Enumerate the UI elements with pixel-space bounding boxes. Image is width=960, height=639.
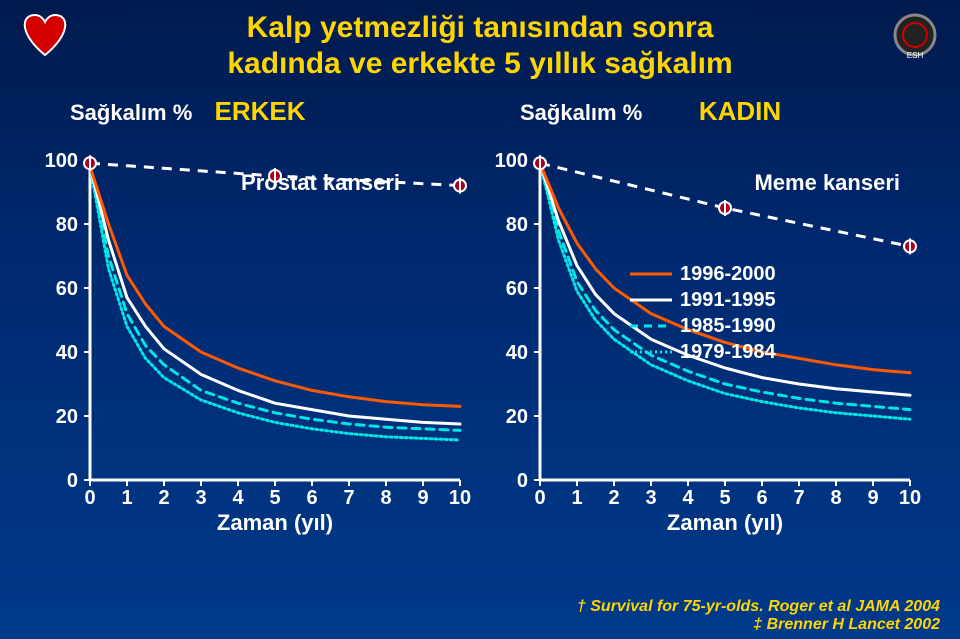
svg-text:8: 8	[380, 487, 391, 509]
svg-text:Sağkalım %: Sağkalım %	[70, 100, 192, 125]
citation-line-2: ‡ Brenner H Lancet 2002	[753, 616, 940, 633]
svg-text:40: 40	[506, 342, 528, 364]
title-line-2: kadında ve erkekte 5 yıllık sağkalım	[227, 47, 732, 80]
svg-text:1985-1990: 1985-1990	[680, 315, 776, 337]
svg-text:3: 3	[645, 487, 656, 509]
heart-logo	[10, 10, 80, 60]
svg-text:4: 4	[682, 487, 694, 509]
svg-text:2: 2	[608, 487, 619, 509]
svg-text:6: 6	[306, 487, 317, 509]
svg-text:80: 80	[56, 214, 78, 236]
svg-text:9: 9	[867, 487, 878, 509]
svg-text:Zaman (yıl): Zaman (yıl)	[217, 510, 333, 535]
svg-text:Sağkalım %: Sağkalım %	[520, 100, 642, 125]
svg-text:0: 0	[517, 470, 528, 492]
svg-text:3: 3	[195, 487, 206, 509]
svg-text:1: 1	[121, 487, 132, 509]
svg-text:1991-1995: 1991-1995	[680, 289, 776, 311]
svg-text:2: 2	[158, 487, 169, 509]
svg-text:KADIN: KADIN	[699, 96, 781, 126]
svg-text:0: 0	[67, 470, 78, 492]
svg-text:0: 0	[534, 487, 545, 509]
svg-text:5: 5	[719, 487, 730, 509]
svg-text:10: 10	[899, 487, 921, 509]
svg-text:1: 1	[571, 487, 582, 509]
svg-text:20: 20	[56, 406, 78, 428]
citation: † Survival for 75-yr-olds. Roger et al J…	[577, 598, 940, 634]
svg-text:Meme kanseri: Meme kanseri	[754, 170, 900, 195]
svg-text:20: 20	[506, 406, 528, 428]
citation-line-1: † Survival for 75-yr-olds. Roger et al J…	[577, 598, 940, 615]
svg-text:6: 6	[756, 487, 767, 509]
slide-title: Kalp yetmezliği tanısından sonra kadında…	[0, 0, 960, 82]
svg-text:Zaman (yıl): Zaman (yıl)	[667, 510, 783, 535]
charts-area: Sağkalım % ERKEK Sağkalım % KADIN Prostat ka…	[0, 90, 960, 590]
svg-text:100: 100	[495, 150, 528, 172]
svg-text:Prostat kanseri: Prostat kanseri	[241, 170, 400, 195]
svg-text:9: 9	[417, 487, 428, 509]
svg-text:1996-2000: 1996-2000	[680, 263, 776, 285]
svg-text:40: 40	[56, 342, 78, 364]
svg-text:10: 10	[449, 487, 471, 509]
svg-text:4: 4	[232, 487, 244, 509]
svg-text:60: 60	[56, 278, 78, 300]
svg-text:5: 5	[269, 487, 280, 509]
svg-text:0: 0	[84, 487, 95, 509]
svg-text:1979-1984: 1979-1984	[680, 341, 777, 363]
svg-text:7: 7	[793, 487, 804, 509]
esh-logo: ESH	[880, 10, 950, 60]
svg-text:60: 60	[506, 278, 528, 300]
svg-text:7: 7	[343, 487, 354, 509]
svg-text:8: 8	[830, 487, 841, 509]
title-line-1: Kalp yetmezliği tanısından sonra	[247, 11, 714, 44]
svg-text:100: 100	[45, 150, 78, 172]
svg-text:80: 80	[506, 214, 528, 236]
svg-text:ERKEK: ERKEK	[214, 96, 305, 126]
svg-text:ESH: ESH	[907, 51, 924, 60]
